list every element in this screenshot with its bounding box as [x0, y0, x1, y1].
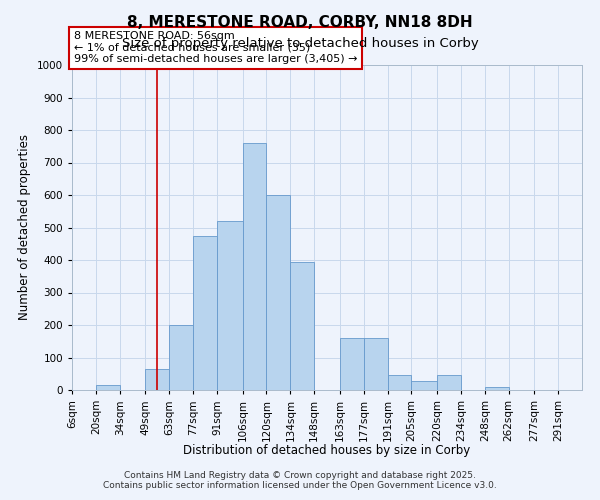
Text: 8, MERESTONE ROAD, CORBY, NN18 8DH: 8, MERESTONE ROAD, CORBY, NN18 8DH — [127, 15, 473, 30]
X-axis label: Distribution of detached houses by size in Corby: Distribution of detached houses by size … — [184, 444, 470, 457]
Bar — [96, 385, 120, 390]
Text: 8 MERESTONE ROAD: 56sqm
← 1% of detached houses are smaller (35)
99% of semi-det: 8 MERESTONE ROAD: 56sqm ← 1% of detached… — [74, 31, 357, 64]
Text: Size of property relative to detached houses in Corby: Size of property relative to detached ho… — [122, 38, 478, 51]
Bar — [193, 236, 217, 390]
Bar — [340, 338, 364, 390]
Bar — [145, 369, 169, 390]
Bar — [485, 388, 509, 390]
Bar — [437, 374, 461, 390]
Y-axis label: Number of detached properties: Number of detached properties — [18, 134, 31, 320]
Bar — [266, 195, 290, 390]
Bar — [242, 143, 266, 390]
Bar — [290, 262, 314, 390]
Bar — [364, 338, 388, 390]
Bar — [169, 325, 193, 390]
Bar — [217, 221, 242, 390]
Bar — [412, 381, 437, 390]
Bar — [388, 374, 412, 390]
Text: Contains HM Land Registry data © Crown copyright and database right 2025.
Contai: Contains HM Land Registry data © Crown c… — [103, 470, 497, 490]
